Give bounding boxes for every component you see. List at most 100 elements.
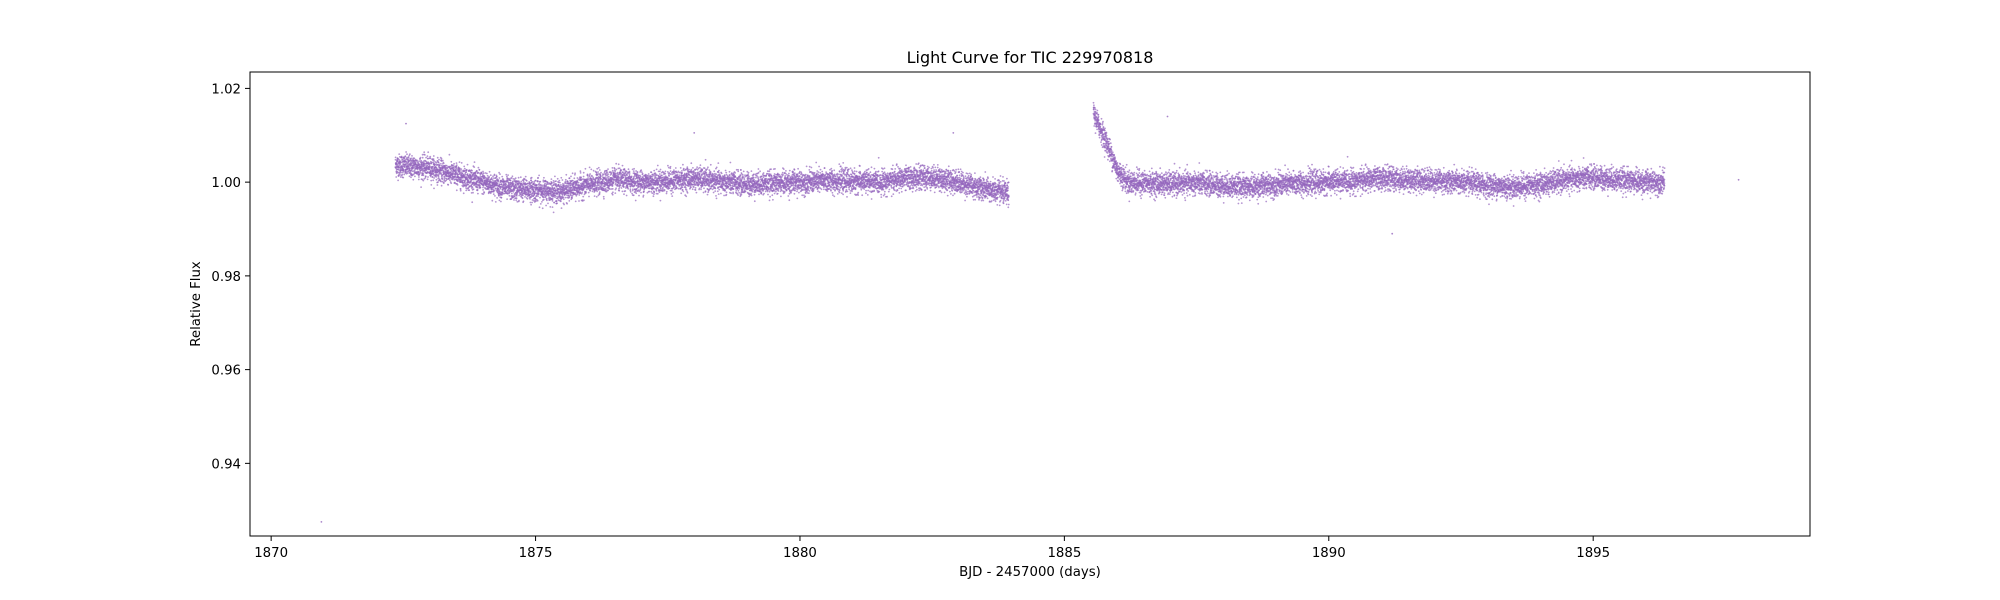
data-point (448, 153, 451, 156)
data-point (607, 173, 609, 176)
data-point (435, 178, 438, 181)
data-point (629, 191, 632, 193)
data-point (620, 187, 623, 189)
data-point (655, 168, 658, 171)
data-point (618, 177, 620, 180)
data-point (741, 188, 744, 191)
data-point (406, 156, 408, 159)
data-point (759, 170, 761, 173)
data-point (459, 170, 461, 172)
data-point (753, 173, 755, 176)
data-point (419, 156, 422, 159)
data-point (551, 198, 554, 200)
data-point (757, 171, 760, 174)
data-point (513, 199, 515, 201)
data-point (476, 186, 479, 189)
data-point (496, 182, 499, 185)
data-point (476, 188, 479, 191)
data-point (607, 175, 610, 178)
data-point (516, 193, 518, 196)
data-point (530, 179, 533, 182)
data-point (631, 183, 633, 186)
data-point (424, 177, 427, 179)
data-point (641, 171, 643, 174)
data-point (478, 184, 481, 187)
data-point (418, 176, 420, 178)
data-point (422, 174, 425, 177)
data-point (447, 169, 450, 172)
data-point (750, 179, 753, 182)
data-point (663, 188, 666, 191)
data-point (411, 157, 413, 160)
data-point (685, 187, 687, 189)
data-point (396, 159, 399, 162)
data-point (734, 176, 737, 179)
data-point (481, 179, 484, 182)
data-point (500, 196, 503, 199)
data-point (632, 188, 634, 191)
data-point (586, 174, 589, 177)
data-point (412, 178, 415, 181)
data-point (473, 161, 476, 164)
data-point (441, 163, 443, 165)
data-point (551, 186, 554, 189)
data-point (495, 175, 498, 178)
data-point (527, 184, 529, 187)
data-point (556, 177, 559, 180)
data-point (584, 167, 587, 170)
data-point (629, 188, 632, 191)
data-point (627, 187, 630, 190)
data-point (701, 184, 704, 187)
data-point (450, 182, 453, 185)
data-point (725, 171, 728, 174)
data-point (411, 170, 414, 173)
data-point (673, 172, 676, 175)
data-point (541, 201, 543, 203)
data-point (475, 177, 478, 180)
data-point (670, 177, 673, 180)
data-point (615, 168, 618, 171)
data-point (522, 194, 524, 197)
data-point (394, 156, 397, 159)
data-point (650, 171, 653, 174)
data-point (709, 163, 712, 166)
data-point (627, 168, 630, 171)
data-point (715, 195, 717, 197)
data-point (622, 176, 625, 179)
data-point (567, 192, 570, 195)
data-point (547, 202, 549, 205)
data-point (498, 199, 501, 202)
data-point (513, 189, 516, 192)
data-point (395, 167, 398, 170)
data-point (555, 180, 557, 183)
data-point (690, 162, 693, 165)
data-point (590, 168, 593, 171)
data-point (396, 164, 399, 167)
data-point (433, 187, 435, 190)
data-point (694, 187, 697, 189)
data-point (571, 172, 574, 175)
data-point (724, 169, 727, 172)
data-point (501, 193, 503, 196)
data-point (414, 158, 417, 161)
data-point (737, 170, 740, 173)
data-point (520, 180, 523, 183)
data-point (592, 169, 595, 172)
data-point (465, 168, 468, 171)
data-point (505, 173, 508, 176)
data-point (596, 167, 599, 170)
data-point (482, 186, 484, 189)
data-point (560, 176, 563, 179)
data-point (612, 191, 614, 194)
data-point (668, 175, 670, 177)
data-point (607, 168, 609, 171)
data-point (664, 170, 667, 173)
data-point (499, 187, 502, 190)
data-point (607, 189, 609, 192)
data-point (525, 179, 528, 182)
data-point (708, 183, 711, 186)
data-point (558, 179, 561, 182)
data-point (427, 157, 429, 160)
data-point (624, 190, 627, 192)
data-point (621, 164, 624, 167)
